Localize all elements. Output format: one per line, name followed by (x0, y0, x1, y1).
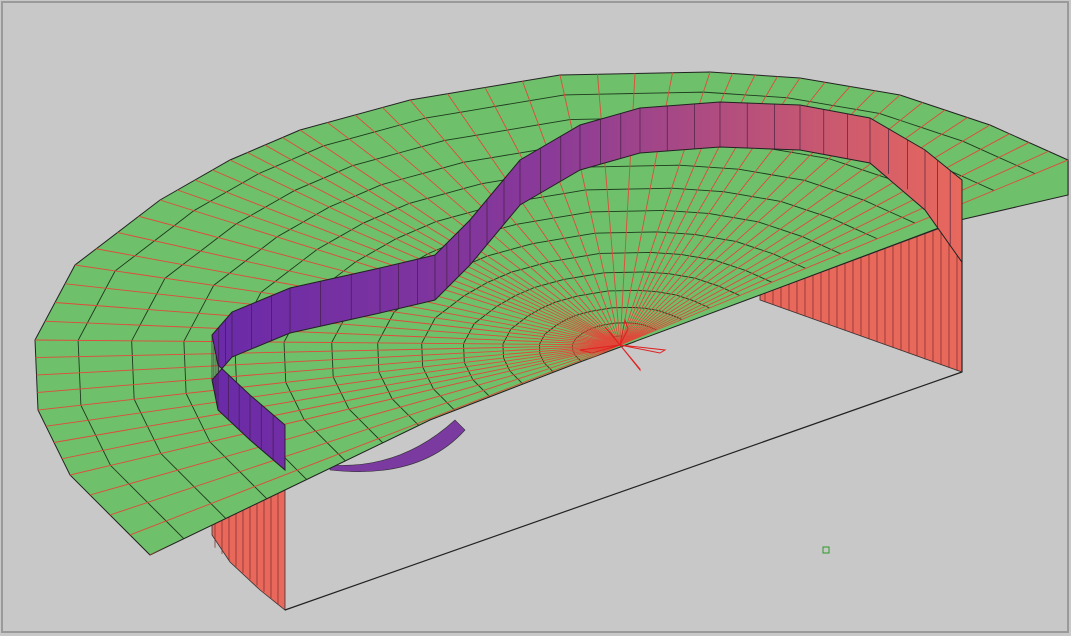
radial-line (155, 181, 621, 346)
radial-line (477, 74, 621, 346)
radial-line (105, 344, 621, 545)
radial-line (35, 344, 621, 396)
radial-line (191, 160, 621, 346)
radial-line (595, 72, 621, 346)
origin-petal (619, 318, 629, 346)
wall-strip (211, 101, 963, 472)
origin-petal (619, 344, 641, 372)
radial-line (619, 141, 1068, 346)
radial-line (35, 344, 621, 377)
radial-line (619, 113, 1009, 346)
radial-line (438, 80, 621, 346)
radial-line (35, 344, 621, 414)
radial-line (35, 344, 621, 431)
radial-line (63, 344, 621, 503)
edge (284, 371, 963, 611)
radial-line (210, 150, 621, 346)
radial-line (265, 126, 621, 346)
origin-petal (619, 344, 667, 354)
radial-line (619, 72, 637, 346)
radial-line (173, 171, 621, 346)
radial-line (283, 118, 621, 346)
radial-line (35, 344, 621, 448)
origin-petal (579, 344, 621, 354)
radial-line (35, 344, 621, 359)
radial-line (619, 122, 1030, 346)
radial-line (84, 344, 621, 524)
radial-line (35, 344, 621, 465)
lower-wall-purple (329, 419, 466, 472)
radial-line (619, 150, 1068, 346)
radial-line (619, 105, 986, 346)
origin-marker (579, 318, 667, 372)
radial-line (247, 134, 621, 346)
radial-line (35, 319, 621, 346)
origin-petal (604, 326, 621, 346)
radial-line (619, 131, 1050, 346)
wall (211, 101, 963, 472)
radial-line (42, 344, 621, 482)
radial-line (556, 72, 621, 346)
radial-line (35, 339, 621, 346)
radial-line (517, 72, 621, 346)
radial-line (228, 142, 621, 346)
marker (822, 546, 830, 554)
